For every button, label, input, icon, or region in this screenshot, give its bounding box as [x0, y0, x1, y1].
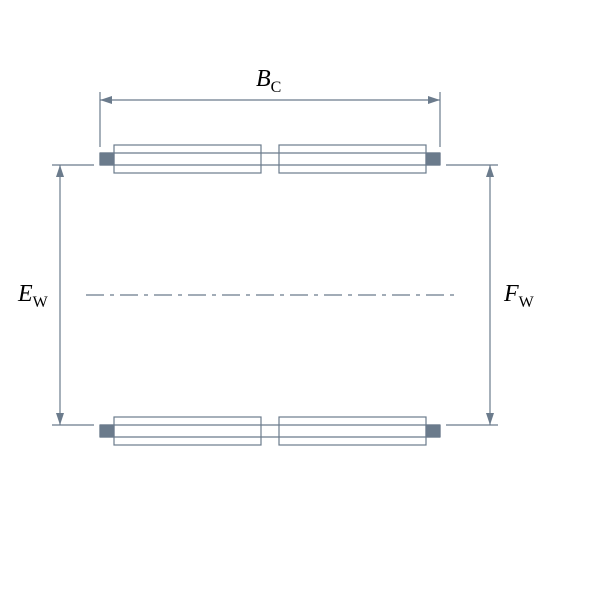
label-main: E	[18, 281, 33, 307]
label-sub: C	[271, 79, 282, 96]
dimension-label-right: FW	[504, 281, 534, 312]
drawing-canvas: BC EW FW	[0, 0, 600, 600]
label-main: B	[256, 66, 271, 92]
label-sub: W	[519, 294, 534, 311]
dimension-label-width: BC	[256, 66, 281, 97]
label-sub: W	[33, 294, 48, 311]
dimension-label-left: EW	[18, 281, 48, 312]
label-main: F	[504, 281, 519, 307]
